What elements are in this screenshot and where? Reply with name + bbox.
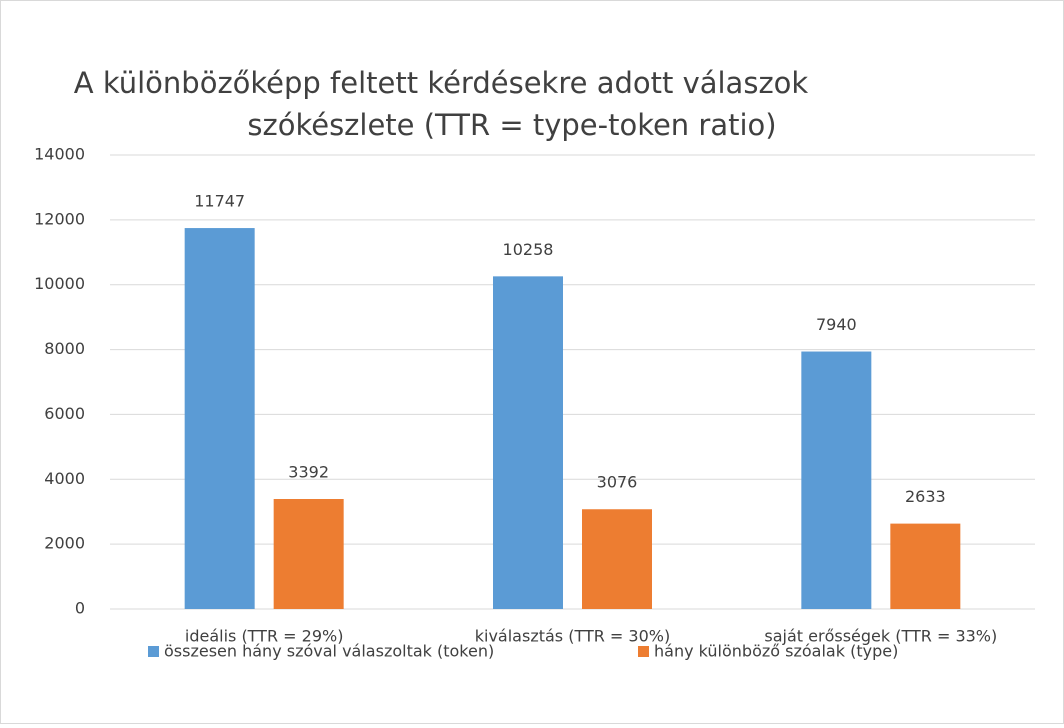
y-tick-label: 0 [75, 599, 85, 618]
y-tick-label: 2000 [44, 534, 85, 553]
y-tick-label: 6000 [44, 404, 85, 423]
bar [582, 509, 652, 609]
value-label: 3076 [597, 473, 638, 492]
bar [890, 523, 961, 609]
value-label: 10258 [503, 240, 554, 259]
value-label: 11747 [194, 192, 245, 211]
legend-label: hány különböző szóalak (type) [654, 642, 898, 661]
bar [493, 276, 563, 609]
bar [801, 351, 872, 609]
legend-swatch [638, 646, 649, 657]
chart-title: A különbözőképp feltett kérdésekre adott… [74, 66, 809, 100]
value-label: 3392 [288, 463, 329, 482]
bar [184, 228, 255, 609]
x-tick-label: kiválasztás (TTR = 30%) [475, 627, 670, 646]
legend-label: összesen hány szóval válaszoltak (token) [164, 642, 494, 661]
y-tick-label: 8000 [44, 339, 85, 358]
value-label: 2633 [905, 487, 946, 506]
bar [273, 499, 344, 609]
y-tick-label: 12000 [34, 209, 85, 228]
chart-title: szókészlete (TTR = type-token ratio) [247, 108, 776, 142]
y-tick-label: 10000 [34, 274, 85, 293]
legend-swatch [148, 646, 159, 657]
value-label: 7940 [816, 315, 857, 334]
x-tick-label: ideális (TTR = 29%) [185, 627, 344, 646]
x-tick-label: saját erősségek (TTR = 33%) [764, 627, 997, 646]
y-tick-label: 14000 [34, 145, 85, 164]
y-tick-label: 4000 [44, 469, 85, 488]
